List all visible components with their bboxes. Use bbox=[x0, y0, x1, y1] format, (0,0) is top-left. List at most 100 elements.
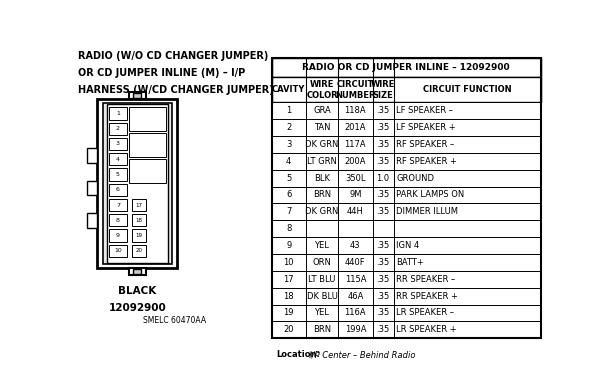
Text: IGN 4: IGN 4 bbox=[396, 241, 420, 250]
Text: BRN: BRN bbox=[313, 325, 331, 334]
Text: GRA: GRA bbox=[313, 106, 331, 115]
Text: 7: 7 bbox=[116, 202, 120, 207]
Text: 4: 4 bbox=[116, 157, 120, 162]
Text: 10: 10 bbox=[114, 248, 122, 253]
Text: CAVITY: CAVITY bbox=[272, 85, 305, 94]
Text: 201A: 201A bbox=[345, 123, 366, 132]
Text: 19: 19 bbox=[135, 233, 142, 238]
Bar bbox=[129, 92, 146, 99]
Bar bbox=[272, 321, 541, 338]
Text: LR SPEAKER –: LR SPEAKER – bbox=[396, 308, 454, 318]
Text: .35: .35 bbox=[376, 325, 390, 334]
Text: I/P Center – Behind Radio: I/P Center – Behind Radio bbox=[303, 350, 415, 359]
Text: CIRCUIT: CIRCUIT bbox=[337, 79, 374, 89]
Text: 8: 8 bbox=[286, 224, 291, 233]
Bar bbox=[272, 153, 541, 170]
Text: 44H: 44H bbox=[347, 207, 364, 216]
Text: 2: 2 bbox=[116, 126, 120, 131]
Text: 4: 4 bbox=[286, 157, 291, 166]
Text: BLACK: BLACK bbox=[118, 286, 156, 296]
Text: 2: 2 bbox=[286, 123, 291, 132]
Bar bbox=[272, 77, 541, 102]
Bar bbox=[106, 104, 168, 263]
Bar bbox=[109, 107, 127, 120]
Bar bbox=[87, 180, 97, 195]
Text: .35: .35 bbox=[376, 190, 390, 199]
Bar bbox=[272, 254, 541, 271]
Text: SMELC 60470AA: SMELC 60470AA bbox=[143, 316, 207, 326]
Text: GROUND: GROUND bbox=[396, 174, 435, 183]
Text: TAN: TAN bbox=[314, 123, 330, 132]
Text: 199A: 199A bbox=[345, 325, 366, 334]
Text: RR SPEAKER –: RR SPEAKER – bbox=[396, 275, 456, 284]
Bar bbox=[272, 170, 541, 187]
Text: 43: 43 bbox=[350, 241, 361, 250]
Text: 20: 20 bbox=[283, 325, 294, 334]
Bar bbox=[131, 245, 146, 257]
Bar bbox=[272, 119, 541, 136]
Text: CIRCUIT FUNCTION: CIRCUIT FUNCTION bbox=[423, 85, 512, 94]
Bar bbox=[87, 148, 97, 163]
Bar bbox=[109, 245, 127, 257]
Text: .35: .35 bbox=[376, 291, 390, 301]
Bar bbox=[130, 159, 165, 183]
Text: LR SPEAKER +: LR SPEAKER + bbox=[396, 325, 457, 334]
Text: LT BLU: LT BLU bbox=[308, 275, 336, 284]
Text: 46A: 46A bbox=[347, 291, 364, 301]
Text: RR SPEAKER +: RR SPEAKER + bbox=[396, 291, 458, 301]
Bar bbox=[109, 184, 127, 196]
Text: 6: 6 bbox=[116, 187, 120, 192]
Text: 1.0: 1.0 bbox=[376, 174, 390, 183]
Text: 1: 1 bbox=[116, 111, 120, 116]
Bar bbox=[130, 107, 165, 131]
Text: 19: 19 bbox=[283, 308, 294, 318]
Bar bbox=[129, 268, 146, 275]
Text: Location:: Location: bbox=[276, 350, 320, 359]
Bar bbox=[103, 103, 171, 264]
Text: 10: 10 bbox=[283, 258, 294, 267]
Text: DK BLU: DK BLU bbox=[306, 291, 337, 301]
Text: SIZE: SIZE bbox=[373, 91, 393, 100]
Text: .35: .35 bbox=[376, 123, 390, 132]
Text: RF SPEAKER +: RF SPEAKER + bbox=[396, 157, 457, 166]
Text: 5: 5 bbox=[286, 174, 291, 183]
Text: 18: 18 bbox=[135, 218, 142, 223]
Text: 9M: 9M bbox=[349, 190, 362, 199]
Bar bbox=[134, 269, 141, 274]
Text: .35: .35 bbox=[376, 140, 390, 149]
Text: LF SPEAKER +: LF SPEAKER + bbox=[396, 123, 456, 132]
Bar bbox=[272, 136, 541, 153]
Text: OR CD JUMPER INLINE (M) – I/P: OR CD JUMPER INLINE (M) – I/P bbox=[78, 68, 246, 78]
Bar bbox=[109, 138, 127, 150]
Text: 117A: 117A bbox=[345, 140, 366, 149]
Text: LT GRN: LT GRN bbox=[307, 157, 337, 166]
Text: 115A: 115A bbox=[345, 275, 366, 284]
Text: 6: 6 bbox=[286, 190, 291, 199]
Text: YEL: YEL bbox=[314, 308, 330, 318]
Text: 5: 5 bbox=[116, 172, 120, 177]
Text: .35: .35 bbox=[376, 258, 390, 267]
Bar bbox=[134, 93, 141, 98]
Bar bbox=[109, 199, 127, 211]
Text: .35: .35 bbox=[376, 241, 390, 250]
Text: 17: 17 bbox=[135, 202, 142, 207]
Text: 17: 17 bbox=[283, 275, 294, 284]
Text: BRN: BRN bbox=[313, 190, 331, 199]
Text: 118A: 118A bbox=[345, 106, 366, 115]
Text: RADIO (W/O CD CHANGER JUMPER): RADIO (W/O CD CHANGER JUMPER) bbox=[78, 51, 269, 61]
Bar bbox=[272, 58, 541, 77]
Text: 1: 1 bbox=[286, 106, 291, 115]
Bar bbox=[131, 214, 146, 227]
Text: 3: 3 bbox=[116, 141, 120, 146]
Text: 3: 3 bbox=[286, 140, 291, 149]
Bar bbox=[130, 133, 165, 157]
Text: BATT+: BATT+ bbox=[396, 258, 424, 267]
Bar bbox=[272, 305, 541, 321]
Text: 116A: 116A bbox=[345, 308, 366, 318]
Bar bbox=[87, 213, 97, 228]
Bar bbox=[109, 168, 127, 180]
Bar bbox=[272, 204, 541, 220]
Text: HARNESS (W/CD CHANGER JUMPER): HARNESS (W/CD CHANGER JUMPER) bbox=[78, 85, 274, 95]
Text: COLOR: COLOR bbox=[306, 91, 338, 100]
Text: 12092900: 12092900 bbox=[108, 303, 166, 313]
